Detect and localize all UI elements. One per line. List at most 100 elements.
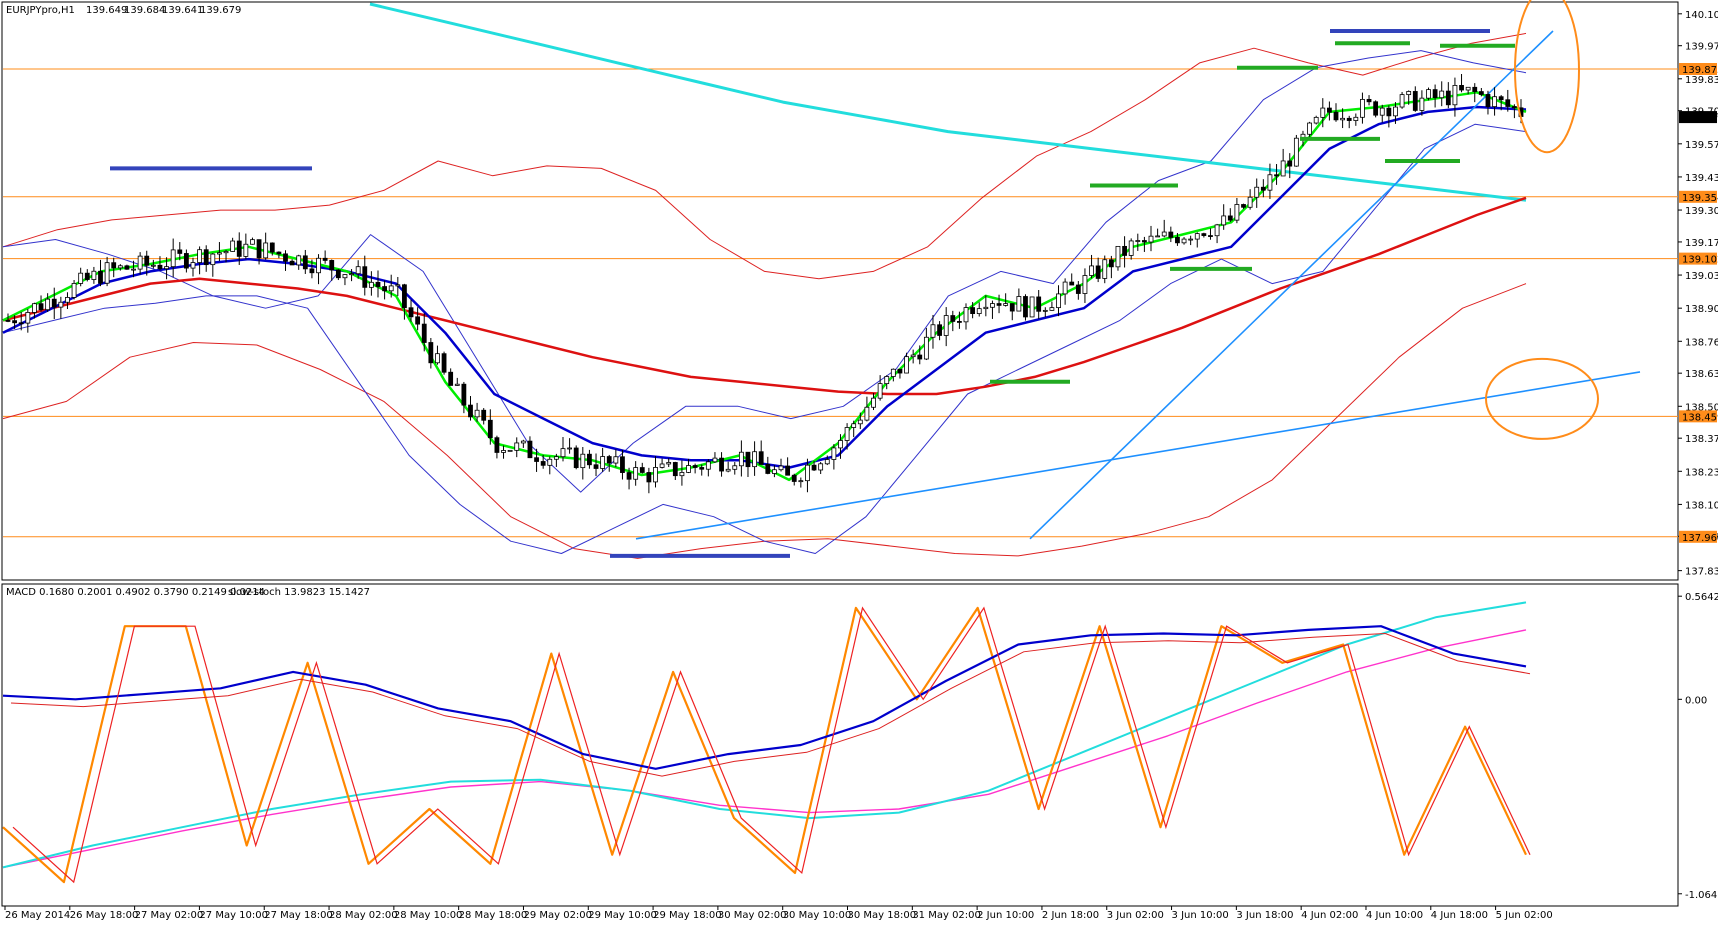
candle: [1009, 303, 1015, 321]
candle-body: [428, 342, 434, 364]
x-tick-label: 2 Jun 10:00: [977, 910, 1034, 921]
candle-body: [84, 272, 90, 280]
candle-body: [1208, 235, 1213, 237]
candle-body: [725, 468, 731, 472]
candle-body: [606, 456, 612, 464]
candle: [58, 296, 64, 319]
candle: [1326, 101, 1332, 121]
candle-body: [269, 242, 275, 253]
candle: [580, 447, 586, 480]
red-ma-line: [2, 196, 1527, 396]
candle: [534, 448, 539, 472]
y-tick-label: 139.570: [1685, 140, 1718, 151]
bollinger-lower-line: [2, 123, 1527, 554]
candle: [897, 368, 903, 379]
candle-body: [785, 465, 791, 476]
candle: [1452, 77, 1458, 117]
candle: [1247, 189, 1253, 210]
last-price-box: [1679, 111, 1717, 124]
x-tick-label: 29 May 02:00: [523, 910, 592, 921]
candle-body: [349, 273, 354, 276]
candle: [1293, 134, 1299, 167]
ohlc-low: 139.641: [162, 5, 203, 16]
candle-body: [71, 283, 77, 298]
candle-body: [679, 472, 685, 477]
candle: [838, 434, 843, 459]
candle: [1254, 178, 1260, 208]
main-panel: [1, 1, 1679, 581]
candle: [639, 462, 645, 474]
candle: [177, 242, 183, 261]
candle-body: [408, 307, 414, 318]
candle-body: [1009, 303, 1015, 312]
candle-body: [871, 397, 876, 408]
level-price-box: [1679, 410, 1717, 423]
candle: [857, 412, 863, 430]
candle-body: [890, 368, 896, 377]
candle: [342, 274, 348, 286]
candle-body: [1254, 186, 1260, 198]
candle: [824, 455, 830, 466]
x-tick-label: 3 Jun 02:00: [1107, 910, 1164, 921]
x-tick-label: 26 May 18:00: [70, 910, 139, 921]
candle: [137, 252, 143, 275]
candle-body: [1393, 106, 1398, 117]
candle-body: [1511, 106, 1517, 109]
candle: [626, 467, 632, 490]
candle: [765, 456, 771, 475]
candle: [1029, 296, 1035, 318]
candle: [1082, 268, 1088, 303]
candle-body: [1419, 97, 1425, 111]
candle: [51, 287, 57, 320]
candle-body: [91, 270, 97, 280]
candle: [316, 254, 321, 285]
candle: [593, 453, 599, 477]
candle-body: [1227, 215, 1233, 221]
candle: [1340, 108, 1346, 129]
candle: [1227, 208, 1233, 222]
candle: [25, 308, 31, 333]
candle: [943, 307, 949, 347]
candle-body: [1287, 160, 1293, 167]
candle: [1399, 91, 1405, 109]
candle: [1023, 294, 1028, 321]
candle: [269, 242, 275, 256]
candle-body: [230, 240, 236, 252]
candle-body: [1406, 91, 1412, 96]
candle: [672, 461, 678, 480]
candle: [468, 396, 473, 421]
candle: [890, 368, 896, 382]
candle: [831, 444, 837, 470]
candle: [884, 375, 890, 390]
x-tick-label: 28 May 10:00: [394, 910, 463, 921]
candle-body: [1056, 293, 1061, 309]
candle-body: [831, 447, 837, 460]
candle-body: [910, 354, 916, 358]
candle: [362, 255, 368, 296]
candle: [1498, 95, 1504, 111]
candle: [1465, 86, 1471, 95]
candle-body: [1274, 174, 1279, 177]
candle-body: [1181, 238, 1187, 244]
candle: [335, 269, 341, 281]
candle: [501, 445, 506, 459]
level-price-label: 137.968: [1682, 533, 1718, 544]
candle-body: [1142, 240, 1147, 243]
y-tick-label: 138.370: [1685, 434, 1718, 445]
candle: [104, 256, 110, 287]
candle: [996, 294, 1002, 314]
candle: [18, 311, 24, 331]
candle: [1042, 307, 1048, 318]
x-tick-label: 28 May 02:00: [329, 910, 398, 921]
candle: [957, 311, 962, 329]
candle: [38, 295, 44, 312]
candle-body: [877, 383, 883, 399]
candle-body: [633, 467, 639, 480]
candle-body: [758, 451, 764, 465]
x-tick-label: 29 May 18:00: [653, 910, 722, 921]
y-tick-label: 138.900: [1685, 304, 1718, 315]
candle-body: [402, 284, 407, 309]
stoch-signal-line: [12, 606, 1531, 884]
candle-body: [923, 336, 929, 360]
candle: [659, 458, 665, 469]
